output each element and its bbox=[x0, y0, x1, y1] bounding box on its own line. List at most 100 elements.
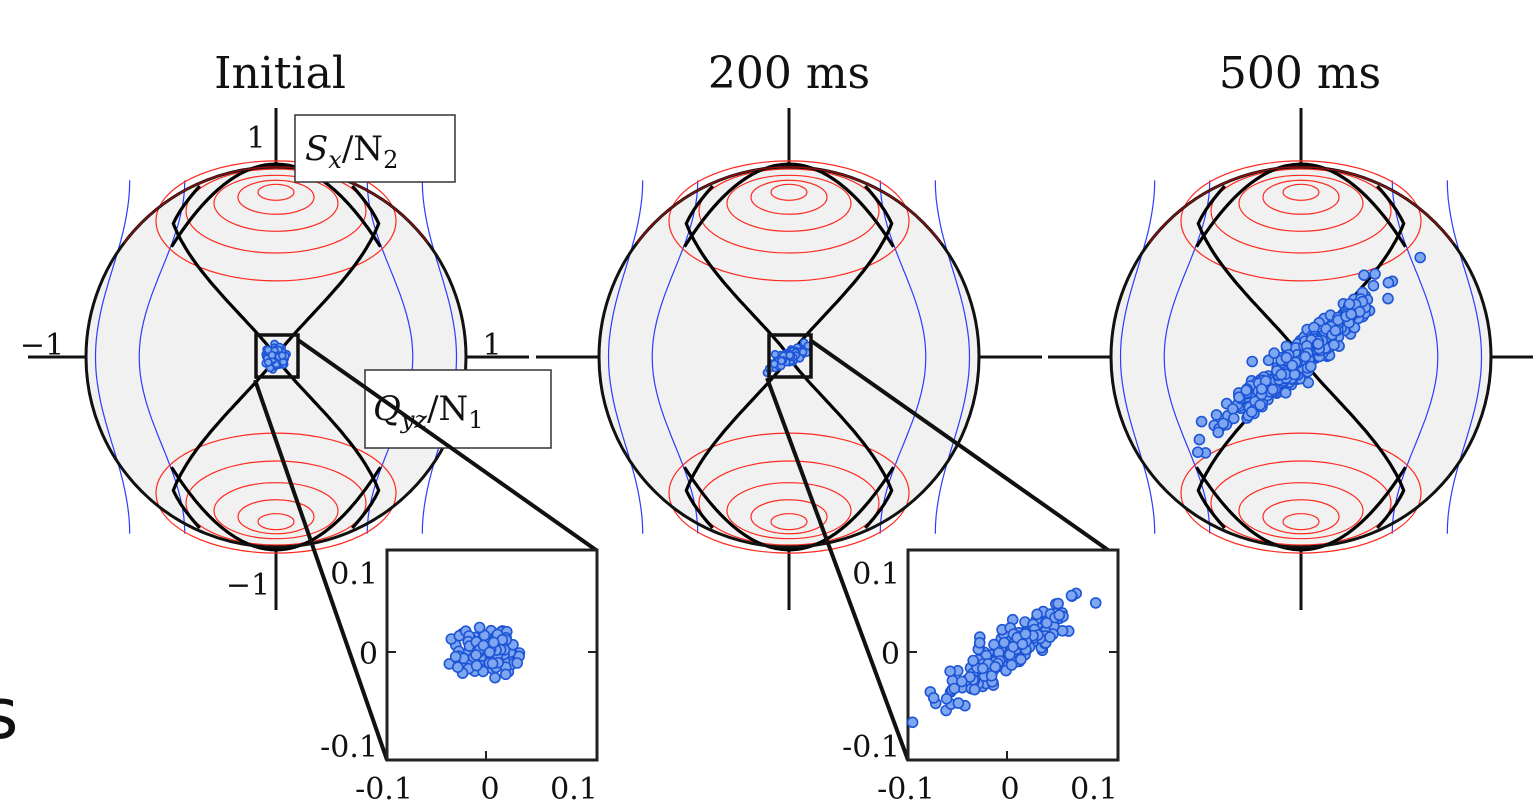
axis-tick-left: −1 bbox=[20, 328, 64, 363]
red-contour bbox=[1262, 499, 1340, 535]
inset-point bbox=[976, 662, 989, 675]
sample-point bbox=[1192, 446, 1204, 459]
inset-point bbox=[944, 665, 956, 678]
red-contour bbox=[155, 160, 397, 282]
inset-initial-xtick-left: -0.1 bbox=[355, 772, 413, 801]
inset-point bbox=[989, 661, 1002, 673]
sample-point bbox=[1227, 403, 1239, 415]
inset-initial-ytick-top: 0.1 bbox=[330, 557, 378, 592]
red-contour bbox=[257, 183, 295, 201]
inset-point bbox=[1052, 597, 1064, 610]
sample-point bbox=[1212, 426, 1224, 439]
inset-point bbox=[473, 621, 486, 634]
sample-point bbox=[1210, 409, 1223, 421]
sample-point bbox=[1266, 383, 1279, 396]
panel-title-200ms: 200 ms bbox=[708, 48, 870, 99]
sample-point bbox=[1193, 433, 1206, 446]
axis-tick-right: 1 bbox=[482, 328, 501, 363]
inset-point bbox=[1040, 617, 1053, 629]
inset-point bbox=[927, 692, 940, 704]
red-contour bbox=[213, 174, 339, 232]
red-contour bbox=[726, 482, 852, 540]
sample-point bbox=[1217, 417, 1230, 430]
inset-point bbox=[1015, 653, 1027, 666]
inset-200ms-xtick-right: 0.1 bbox=[1070, 772, 1118, 801]
sample-point bbox=[1254, 399, 1266, 411]
blue-contour bbox=[607, 180, 644, 534]
red-contour bbox=[1238, 174, 1364, 232]
bloch-sphere-200ms bbox=[536, 108, 1042, 610]
separatrix-cap-bottom bbox=[1195, 466, 1407, 552]
blue-contour bbox=[879, 180, 927, 534]
zoom-inset-initial bbox=[385, 548, 599, 762]
blue-contour bbox=[1163, 180, 1211, 534]
sample-point bbox=[1246, 355, 1258, 368]
red-contour bbox=[726, 174, 852, 232]
zoom-inset-200ms bbox=[906, 548, 1120, 762]
red-contour bbox=[257, 513, 295, 531]
red-contour bbox=[1282, 183, 1320, 201]
blue-contour bbox=[651, 180, 699, 534]
sample-point bbox=[785, 350, 795, 360]
red-contour bbox=[698, 460, 880, 546]
sample-point bbox=[277, 351, 287, 360]
zoom-connector-200ms bbox=[765, 338, 1110, 761]
separatrix-cap-top bbox=[683, 162, 895, 248]
inset-point bbox=[1089, 597, 1102, 609]
red-contour bbox=[1282, 513, 1320, 531]
inset-point bbox=[1056, 624, 1069, 637]
blue-contour bbox=[1391, 180, 1439, 534]
inset-point bbox=[1031, 608, 1043, 621]
inset-point bbox=[487, 636, 500, 649]
inset-point bbox=[470, 659, 483, 672]
sample-point bbox=[1345, 308, 1357, 321]
inset-point bbox=[940, 692, 953, 705]
sample-point bbox=[769, 359, 779, 369]
zoom-box bbox=[767, 333, 813, 379]
red-contour bbox=[213, 482, 339, 540]
vertical-axis-label: Sx/N2 bbox=[294, 114, 456, 183]
inset-initial-xtick-mid: 0 bbox=[480, 772, 499, 801]
separatrix-cap-bottom bbox=[683, 466, 895, 552]
inset-point bbox=[486, 657, 499, 670]
sample-point bbox=[1358, 269, 1370, 282]
inset-point bbox=[451, 661, 464, 674]
sample-point bbox=[1195, 415, 1208, 428]
inset-point bbox=[948, 682, 961, 695]
inset-initial-ytick-bot: -0.1 bbox=[320, 730, 378, 765]
zoom-box bbox=[254, 333, 300, 379]
red-contour bbox=[1238, 482, 1364, 540]
sphere-rim-top bbox=[123, 166, 429, 244]
inset-200ms-ytick-mid: 0 bbox=[881, 637, 900, 672]
sample-points bbox=[1192, 251, 1426, 459]
blue-contour bbox=[1446, 180, 1483, 534]
sample-point bbox=[1240, 384, 1252, 397]
inset-point bbox=[483, 646, 496, 659]
sample-point bbox=[1343, 298, 1356, 310]
inset-point bbox=[1019, 628, 1032, 640]
inset-point bbox=[499, 668, 512, 681]
inset-point bbox=[1005, 659, 1018, 671]
inset-point bbox=[449, 650, 462, 663]
red-contour bbox=[237, 179, 315, 215]
separatrix-cap-top bbox=[1195, 162, 1407, 248]
panel-title-initial: Initial bbox=[214, 48, 346, 99]
sample-point bbox=[1279, 386, 1292, 399]
sample-points bbox=[762, 338, 813, 378]
sample-point bbox=[1369, 268, 1381, 280]
blue-contour bbox=[366, 180, 414, 534]
inset-200ms-xtick-left: -0.1 bbox=[877, 772, 935, 801]
blue-contour bbox=[94, 180, 131, 534]
blue-contour bbox=[1119, 180, 1156, 534]
sample-point bbox=[770, 349, 780, 359]
sample-point bbox=[1328, 339, 1340, 351]
separatrix-cap-bottom bbox=[170, 466, 382, 552]
sample-point bbox=[1382, 276, 1395, 289]
zoom-connector-initial bbox=[253, 338, 598, 761]
sample-point bbox=[267, 350, 277, 360]
red-contour bbox=[770, 183, 808, 201]
sample-points bbox=[261, 339, 291, 374]
inset-point bbox=[973, 636, 986, 649]
sample-point bbox=[1286, 359, 1299, 372]
svg-text:Qyz/N1: Qyz/N1 bbox=[373, 389, 484, 434]
